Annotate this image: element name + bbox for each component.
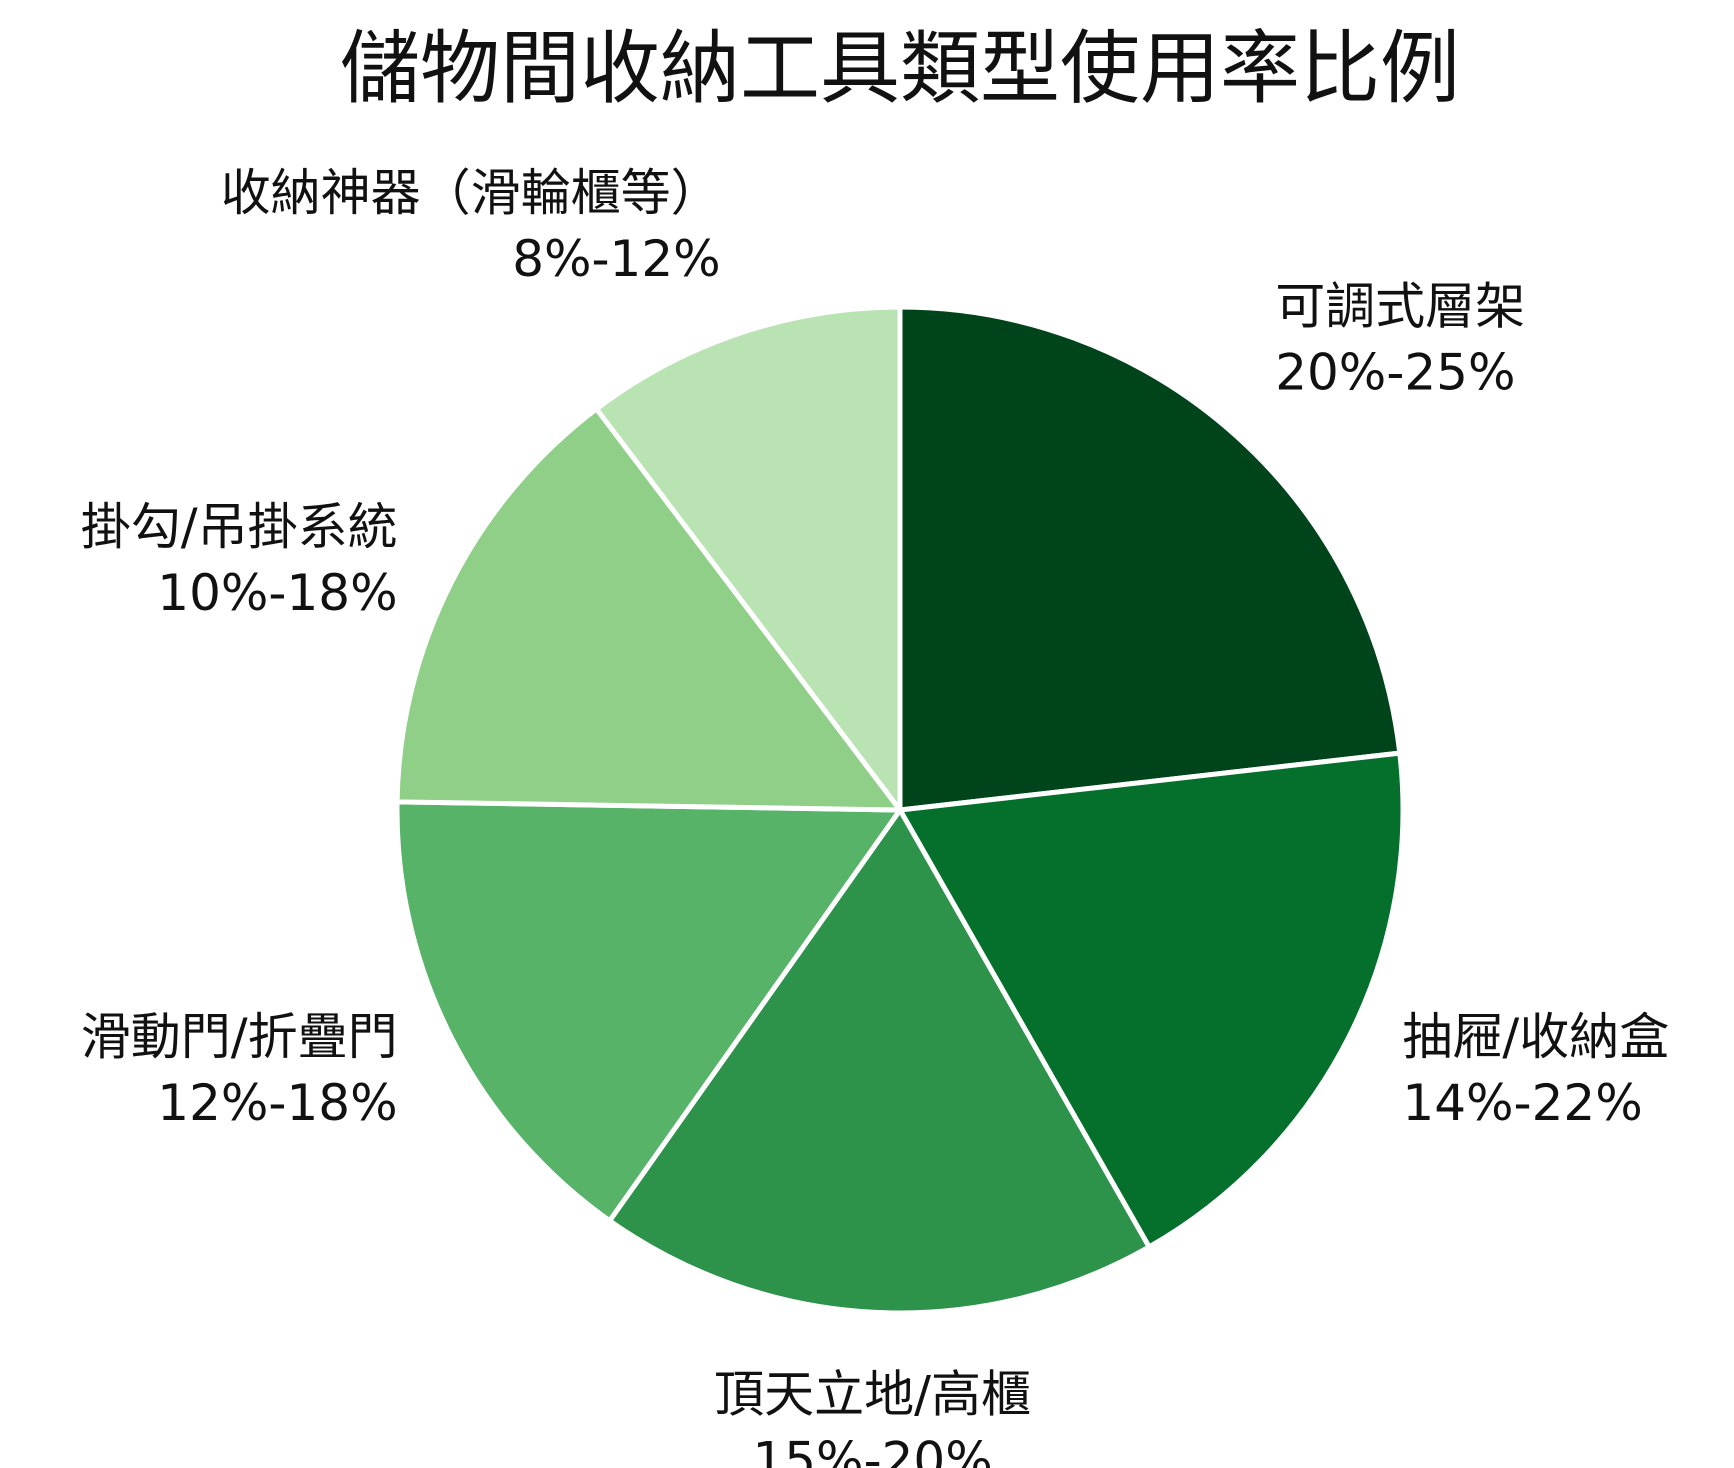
slice-label-name-6: 收納神器（滑輪櫃等） <box>221 164 721 222</box>
pie-slice-4 <box>394 799 903 1224</box>
pie-labels: 可調式層架 20%-25% 抽屜/收納盒 14%-22% 頂天立地/高櫃 15%-20% 滑… <box>81 164 1670 1468</box>
slice-label-range-3: 15%-20% <box>752 1432 992 1468</box>
pie-slice-2 <box>897 750 1406 1250</box>
slice-label-name-3: 頂天立地/高櫃 <box>714 1366 1031 1424</box>
slice-label-range-4: 12%-18% <box>157 1074 397 1132</box>
chart-title: 儲物間收納工具類型使用率比例 <box>340 22 1460 115</box>
slice-label-name-5: 掛勾/吊掛系統 <box>81 498 398 556</box>
pie-slice-5 <box>394 406 903 813</box>
slice-label-range-2: 14%-22% <box>1402 1074 1642 1132</box>
slice-label-range-6: 8%-12% <box>512 230 721 288</box>
pie-slice-6 <box>593 304 903 813</box>
pie-slice-3 <box>607 807 1152 1316</box>
slice-label-name-1: 可調式層架 <box>1275 278 1525 336</box>
slice-label-name-4: 滑動門/折疊門 <box>81 1008 398 1066</box>
pie-slice-1 <box>897 304 1403 813</box>
slice-label-range-1: 20%-25% <box>1275 344 1515 402</box>
pie-slices <box>394 304 1406 1316</box>
slice-label-name-2: 抽屜/收納盒 <box>1402 1008 1669 1066</box>
slice-label-range-5: 10%-18% <box>157 564 397 622</box>
